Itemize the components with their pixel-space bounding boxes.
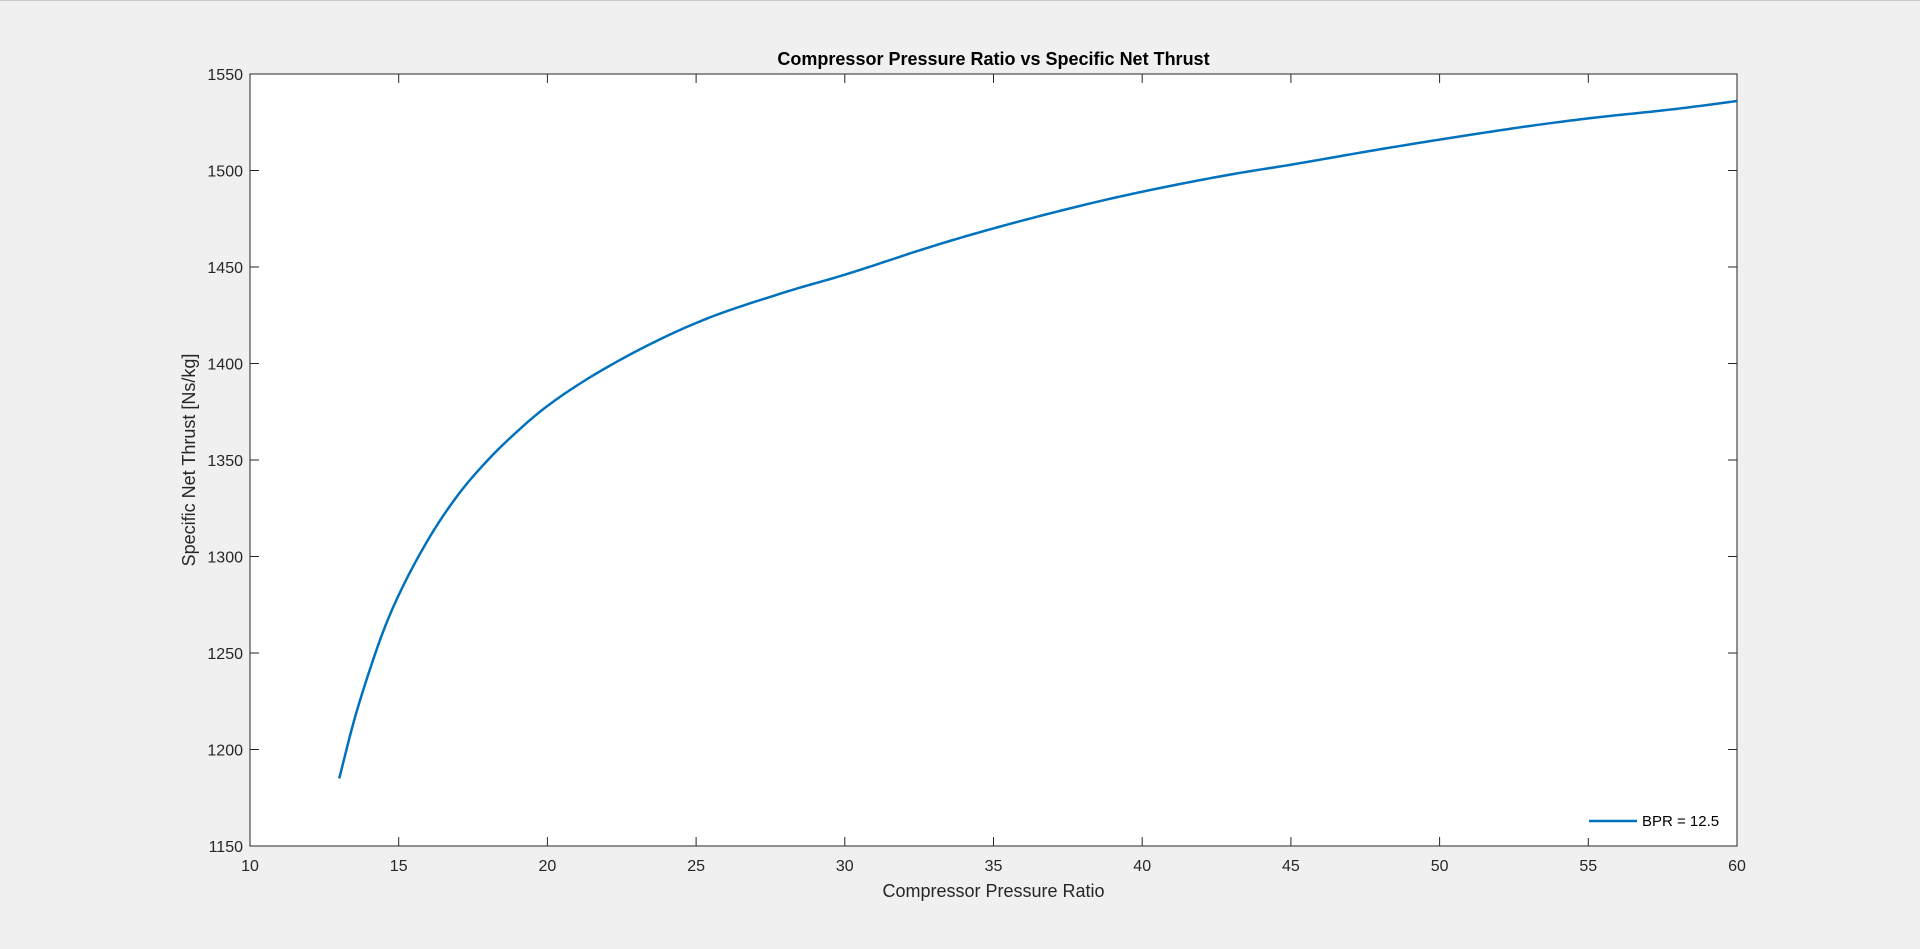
x-tick-label-7: 45 <box>1282 858 1300 875</box>
x-tick-label-8: 50 <box>1431 858 1449 875</box>
y-tick-label-6: 1450 <box>207 260 243 277</box>
y-tick-label-0: 1150 <box>209 839 244 856</box>
x-axis-label: Compressor Pressure Ratio <box>882 881 1104 901</box>
y-tick-label-1: 1200 <box>207 743 243 760</box>
x-axis-ticks <box>249 74 1738 846</box>
x-tick-label-9: 55 <box>1579 858 1597 875</box>
y-tick-label-7: 1500 <box>207 164 243 181</box>
legend: BPR = 12.5 <box>1580 806 1730 838</box>
series-line-0 <box>338 99 1738 779</box>
x-tick-label-2: 20 <box>539 858 557 875</box>
y-tick-label-3: 1300 <box>207 550 243 567</box>
x-tick-label-6: 40 <box>1133 858 1151 875</box>
window-top-border <box>0 0 1920 1</box>
y-tick-label-5: 1400 <box>207 357 243 374</box>
chart-title: Compressor Pressure Ratio vs Specific Ne… <box>777 49 1209 69</box>
series-group <box>338 99 1738 779</box>
x-tick-label-1: 15 <box>390 858 408 875</box>
x-tick-label-4: 30 <box>836 858 854 875</box>
plot-area <box>249 73 1738 847</box>
x-axis-tick-labels: 10 15 20 25 30 35 40 45 50 55 60 <box>241 858 1746 875</box>
x-tick-label-0: 10 <box>241 858 259 875</box>
x-tick-label-3: 25 <box>687 858 705 875</box>
y-axis-tick-labels: 1150 1200 1250 1300 1350 1400 1450 1500 1550 <box>207 67 243 856</box>
legend-entry-label: BPR = 12.5 <box>1642 813 1719 830</box>
y-tick-label-4: 1350 <box>207 453 243 470</box>
y-tick-label-8: 1550 <box>207 67 243 84</box>
y-tick-label-2: 1250 <box>207 646 243 663</box>
y-axis-ticks <box>250 73 1737 847</box>
x-tick-label-10: 60 <box>1728 858 1746 875</box>
x-tick-label-5: 35 <box>985 858 1003 875</box>
y-axis-label: Specific Net Thrust [Ns/kg] <box>179 354 199 567</box>
